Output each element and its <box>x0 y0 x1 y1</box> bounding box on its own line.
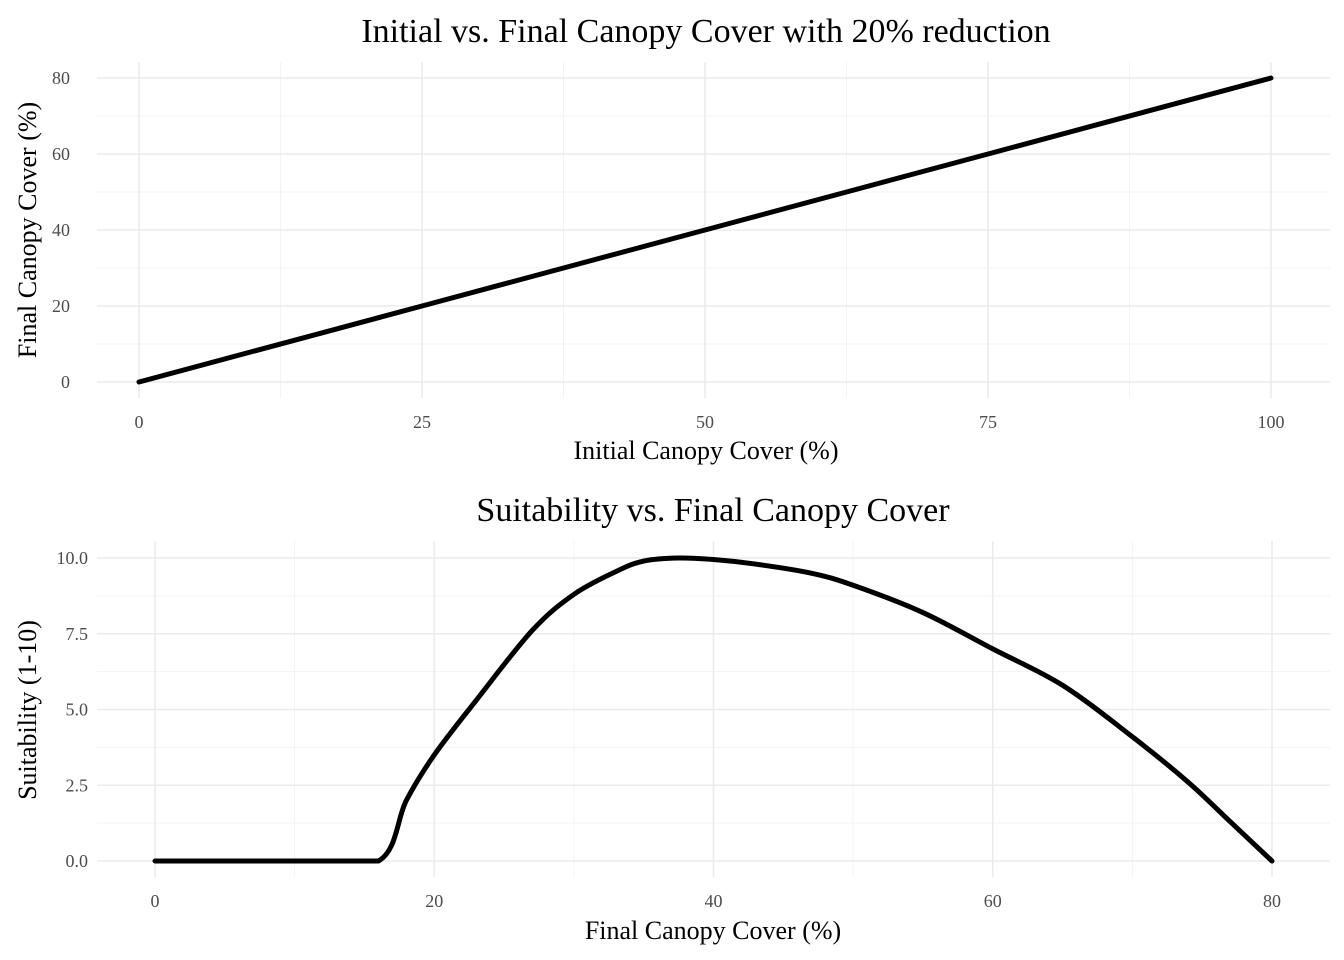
tick-labels: 0 20 40 60 80 0.0 2.5 5.0 7.5 10.0 <box>57 548 1282 911</box>
y-tick-label: 0.0 <box>66 851 89 871</box>
x-tick-label: 25 <box>413 412 431 432</box>
x-tick-label: 0 <box>151 891 160 911</box>
y-tick-label: 7.5 <box>66 624 89 644</box>
x-tick-label: 40 <box>705 891 723 911</box>
x-axis-label: Initial Canopy Cover (%) <box>574 436 839 465</box>
x-tick-label: 75 <box>979 412 997 432</box>
x-tick-label: 50 <box>696 412 714 432</box>
y-tick-label: 60 <box>52 144 70 164</box>
y-axis-label: Suitability (1-10) <box>13 620 42 800</box>
y-tick-label: 80 <box>52 68 70 88</box>
y-axis-label: Final Canopy Cover (%) <box>13 102 42 358</box>
grid-lines <box>97 62 1330 398</box>
y-tick-label: 0 <box>61 372 70 392</box>
chart-title: Initial vs. Final Canopy Cover with 20% … <box>361 13 1050 50</box>
chart-panel-canopy: Initial vs. Final Canopy Cover with 20% … <box>13 13 1330 465</box>
chart-panel-suitability: Suitability vs. Final Canopy Cover 0 20 40… <box>13 492 1330 945</box>
x-tick-label: 20 <box>425 891 443 911</box>
y-tick-label: 2.5 <box>66 775 89 795</box>
x-tick-label: 0 <box>135 412 144 432</box>
series-line <box>152 555 1275 864</box>
x-tick-label: 80 <box>1263 891 1281 911</box>
tick-labels: 0 25 50 75 100 0 20 40 60 80 <box>52 68 1285 432</box>
series-line <box>136 75 1274 385</box>
x-tick-label: 100 <box>1258 412 1285 432</box>
y-tick-label: 10.0 <box>57 548 89 568</box>
x-tick-label: 60 <box>984 891 1002 911</box>
x-axis-label: Final Canopy Cover (%) <box>585 916 841 945</box>
chart-title: Suitability vs. Final Canopy Cover <box>476 492 950 529</box>
y-tick-label: 20 <box>52 296 70 316</box>
grid-lines <box>97 541 1330 877</box>
y-tick-label: 5.0 <box>66 700 89 720</box>
y-tick-label: 40 <box>52 220 70 240</box>
